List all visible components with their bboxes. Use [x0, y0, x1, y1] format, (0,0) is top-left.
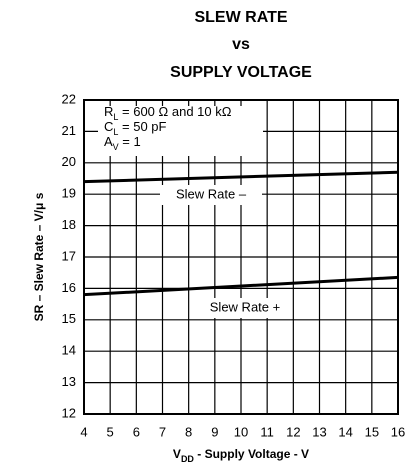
x-axis-label-part: - Supply Voltage - V: [194, 447, 309, 461]
y-tick-label: 12: [62, 405, 76, 420]
x-tick-label: 13: [312, 424, 326, 439]
annotation-part: A: [104, 134, 113, 149]
chart-title: vs: [232, 36, 250, 53]
annotation-sub: L: [113, 127, 118, 137]
annotation-sub: L: [113, 112, 118, 122]
x-tick-label: 8: [185, 424, 192, 439]
x-axis-label-part: V: [173, 447, 181, 461]
series-label: Slew Rate –: [176, 186, 247, 201]
x-axis-label-sub: DD: [181, 454, 194, 464]
y-tick-label: 13: [62, 374, 76, 389]
series-line: [83, 170, 399, 184]
y-tick-label: 14: [62, 343, 76, 358]
annotation-part: R: [104, 104, 113, 119]
chart-title: SUPPLY VOLTAGE: [170, 64, 312, 81]
x-tick-label: 16: [391, 424, 405, 439]
annotation: CL = 50 pF: [104, 119, 167, 137]
series-label: Slew Rate +: [210, 299, 280, 314]
y-tick-label: 19: [62, 186, 76, 201]
annotation-background: [98, 106, 263, 156]
x-tick-label: 12: [286, 424, 300, 439]
x-tick-label: 11: [260, 424, 274, 439]
series-label-background: [160, 185, 262, 205]
y-tick-label: 15: [62, 311, 76, 326]
annotation-part: = 1: [119, 134, 141, 149]
x-tick-label: 15: [365, 424, 379, 439]
annotation: RL = 600 Ω and 10 kΩ: [104, 104, 232, 122]
annotation-part: = 50 pF: [118, 119, 166, 134]
annotation-part: = 600 Ω and 10 kΩ: [118, 104, 231, 119]
series-line: [83, 275, 399, 297]
x-tick-label: 9: [211, 424, 218, 439]
x-tick-label: 14: [338, 424, 352, 439]
x-tick-label: 4: [80, 424, 87, 439]
annotation-part: C: [104, 119, 113, 134]
x-tick-label: 10: [234, 424, 248, 439]
y-tick-label: 18: [62, 217, 76, 232]
y-tick-label: 20: [62, 154, 76, 169]
y-tick-label: 16: [62, 280, 76, 295]
x-tick-label: 7: [159, 424, 166, 439]
x-tick-label: 5: [107, 424, 114, 439]
x-axis-label: VDD - Supply Voltage - V: [173, 447, 309, 464]
x-tick-label: 6: [133, 424, 140, 439]
annotation: AV = 1: [104, 134, 141, 152]
plot-frame: [83, 99, 399, 415]
chart-title: SLEW RATE: [194, 9, 287, 26]
y-tick-label: 22: [62, 91, 76, 106]
y-axis-label: SR – Slew Rate – V/μ s: [32, 192, 46, 321]
series-label-background: [197, 298, 293, 318]
y-tick-label: 17: [62, 248, 76, 263]
y-tick-label: 21: [62, 123, 76, 138]
annotation-sub: V: [113, 142, 119, 152]
